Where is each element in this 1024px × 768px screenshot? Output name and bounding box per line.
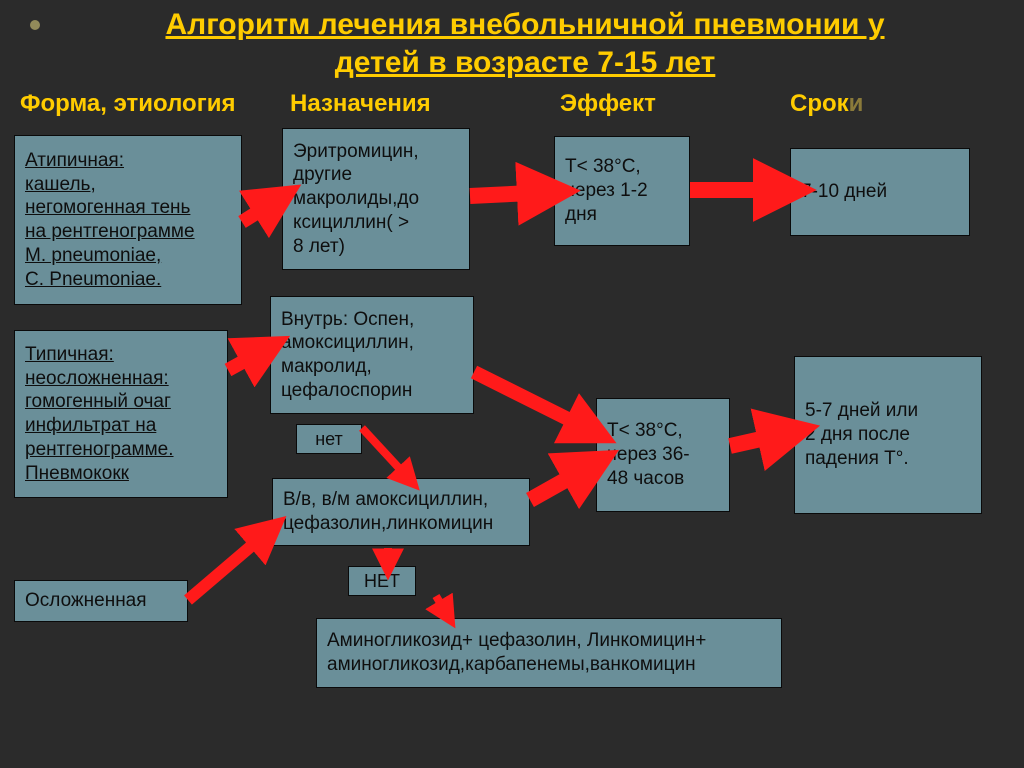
label-no-2: НЕТ: [348, 566, 416, 596]
node-iv-im: В/в, в/м амоксициллин, цефазолин,линкоми…: [272, 478, 530, 546]
node-atypical: Атипичная: кашель, негомогенная тень на …: [14, 135, 242, 305]
slide-title: Алгоритм лечения внебольничной пневмонии…: [60, 6, 990, 81]
column-header-prescriptions: Назначения: [290, 90, 431, 118]
bullet-icon: [30, 20, 40, 30]
column-header-timing: Сроки: [790, 90, 863, 118]
node-duration-5-7: 5-7 дней или 2 дня после падения Т°.: [794, 356, 982, 514]
title-line2: детей в возрасте 7-15 лет: [335, 46, 716, 79]
node-effect-1-2d: Т< 38°C, через 1-2 дня: [554, 136, 690, 246]
node-typical: Типичная: неосложненная: гомогенный очаг…: [14, 330, 228, 498]
slide-stage: Алгоритм лечения внебольничной пневмонии…: [0, 0, 1024, 768]
column-header-form: Форма, этиология: [20, 90, 235, 118]
node-effect-36-48h: Т< 38°C, через 36- 48 часов: [596, 398, 730, 512]
node-aminoglycoside: Аминогликозид+ цефазолин, Линкомицин+ ам…: [316, 618, 782, 688]
node-complicated: Осложненная: [14, 580, 188, 622]
column-header-effect: Эффект: [560, 90, 656, 118]
node-oral-ospen: Внутрь: Оспен, амоксициллин, макролид, ц…: [270, 296, 474, 414]
title-line1: Алгоритм лечения внебольничной пневмонии…: [165, 8, 884, 41]
label-no-1: нет: [296, 424, 362, 454]
node-duration-7-10: 7-10 дней: [790, 148, 970, 236]
node-erythromycin: Эритромицин, другие макролиды,до ксицилл…: [282, 128, 470, 270]
